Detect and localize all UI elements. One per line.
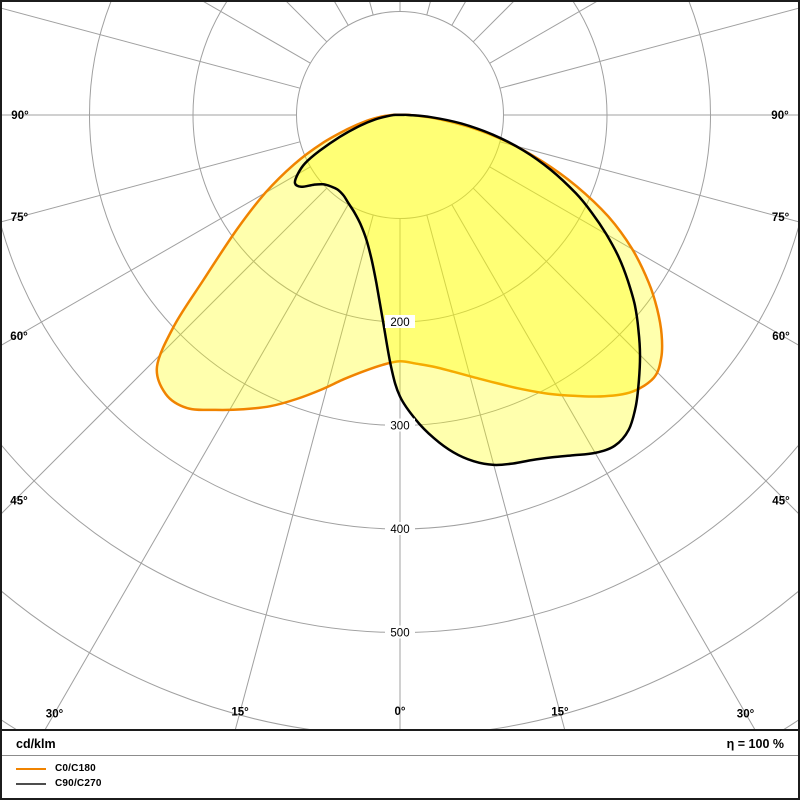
- grid-spoke: [499, 141, 798, 223]
- legend-item-c0-c180: C0/C180: [16, 761, 798, 776]
- ring-label-bg: [385, 315, 415, 328]
- angle-label: 90°: [11, 110, 29, 122]
- ring-label-bg: [385, 625, 415, 639]
- grid-spoke: [426, 214, 566, 729]
- legend: C0/C180 C90/C270: [2, 756, 798, 791]
- grid-spoke: [203, 2, 311, 64]
- angle-label: 30°: [737, 708, 755, 720]
- legend-swatch-c90-c270: [16, 782, 46, 785]
- unit-label: cd/klm: [16, 737, 56, 751]
- angle-label: 30°: [46, 708, 64, 720]
- grid-spoke: [334, 2, 349, 26]
- grid-spoke: [2, 166, 311, 346]
- legend-item-c90-c270: C90/C270: [16, 776, 798, 791]
- angle-label: 0°: [395, 706, 406, 718]
- grid-spoke: [2, 187, 328, 514]
- ring-labels: 200 300 400 500: [385, 315, 415, 640]
- ring-label-bg: [385, 418, 415, 432]
- grid-spoke: [2, 141, 301, 223]
- ring-label: 300: [390, 421, 409, 433]
- chart-footer: cd/klm η = 100 % C0/C180 C90/C270: [2, 731, 798, 798]
- grid-spoke: [2, 7, 301, 89]
- angle-label: 15°: [231, 707, 249, 719]
- grid-spoke: [451, 204, 756, 729]
- grid-spoke: [489, 2, 597, 64]
- grid-spoke: [451, 2, 466, 26]
- grid-spoke: [44, 204, 349, 729]
- angle-label: 45°: [10, 495, 28, 507]
- polar-chart: 200 300 400 500 0° 15° 15° 30° 30° 45° 45° 60° 60° 75…: [2, 2, 798, 729]
- grid-spoke: [499, 7, 798, 89]
- legend-swatch-c0-c180: [16, 767, 46, 770]
- angle-label: 15°: [551, 707, 569, 719]
- angle-label: 75°: [11, 212, 29, 224]
- ring-label-bg: [385, 522, 415, 535]
- curve-c90-c270: [293, 113, 642, 467]
- angle-label: 60°: [10, 331, 28, 343]
- angle-label: 90°: [771, 110, 789, 122]
- grid-spoke: [472, 187, 798, 514]
- legend-label-c90-c270: C90/C270: [55, 778, 102, 789]
- ring-label: 500: [390, 628, 409, 640]
- ring-label: 200: [390, 317, 409, 329]
- angle-labels: 0° 15° 15° 30° 30° 45° 45° 60° 60° 75° 75° 90° 90°: [10, 110, 790, 720]
- angle-label: 45°: [772, 495, 790, 507]
- angle-label: 75°: [772, 212, 790, 224]
- polar-chart-area: 200 300 400 500 0° 15° 15° 30° 30° 45° 45° 60° 60° 75…: [2, 2, 798, 731]
- efficiency-label: η = 100 %: [726, 737, 784, 751]
- legend-label-c0-c180: C0/C180: [55, 763, 96, 774]
- grid-spoke: [489, 166, 798, 346]
- footer-header-row: cd/klm η = 100 %: [2, 731, 798, 756]
- grid-spoke: [234, 214, 374, 729]
- curve-c0-c180: [155, 113, 664, 412]
- ring-label: 400: [390, 524, 409, 536]
- angle-label: 60°: [772, 331, 790, 343]
